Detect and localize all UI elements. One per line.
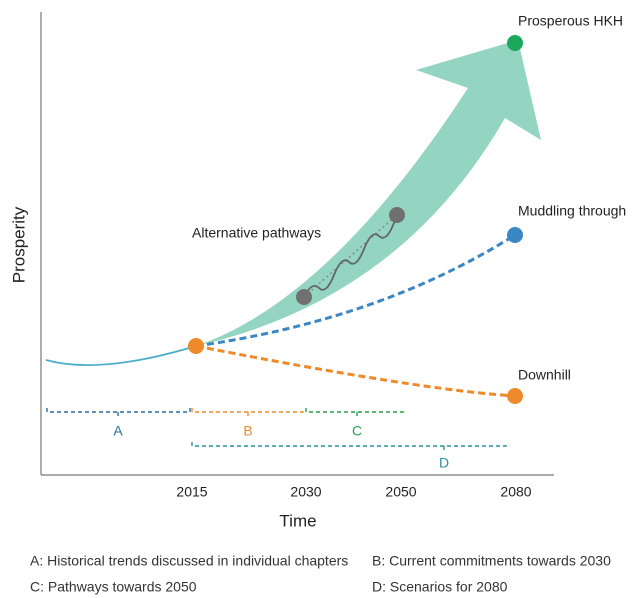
y-label: Prosperity	[9, 206, 28, 283]
note: C: Pathways towards 2050	[30, 579, 197, 595]
scenario-label: Muddling through	[518, 203, 626, 219]
scenario-label: Prosperous HKH	[518, 13, 623, 29]
node	[188, 338, 204, 354]
downhill-line	[195, 344, 516, 398]
note: D: Scenarios for 2080	[372, 579, 508, 595]
x-tick: 2080	[500, 484, 531, 500]
x-tick: 2015	[176, 484, 207, 500]
bracket-label: B	[243, 423, 252, 439]
wavy-link	[303, 209, 400, 298]
node	[507, 388, 523, 404]
x-tick: 2030	[290, 484, 321, 500]
x-label: Time	[279, 511, 316, 530]
node	[507, 227, 523, 243]
node	[296, 289, 312, 305]
note: B: Current commitments towards 2030	[372, 553, 611, 569]
bracket	[305, 408, 404, 416]
axes	[40, 12, 554, 476]
node	[507, 35, 523, 51]
bracket-label: D	[439, 455, 449, 471]
bracket	[191, 442, 507, 450]
x-tick: 2050	[385, 484, 416, 500]
note: A: Historical trends discussed in indivi…	[30, 553, 348, 569]
bracket-label: C	[352, 423, 362, 439]
dotted-link	[303, 214, 398, 298]
annotation: Alternative pathways	[192, 225, 321, 241]
muddling-line	[195, 233, 516, 348]
bracket	[191, 408, 304, 416]
bracket-label: A	[113, 423, 123, 439]
historical-curve	[45, 345, 197, 366]
pathway-arrow	[196, 40, 541, 346]
scenario-label: Downhill	[518, 367, 571, 383]
bracket	[46, 408, 191, 416]
node	[389, 207, 405, 223]
